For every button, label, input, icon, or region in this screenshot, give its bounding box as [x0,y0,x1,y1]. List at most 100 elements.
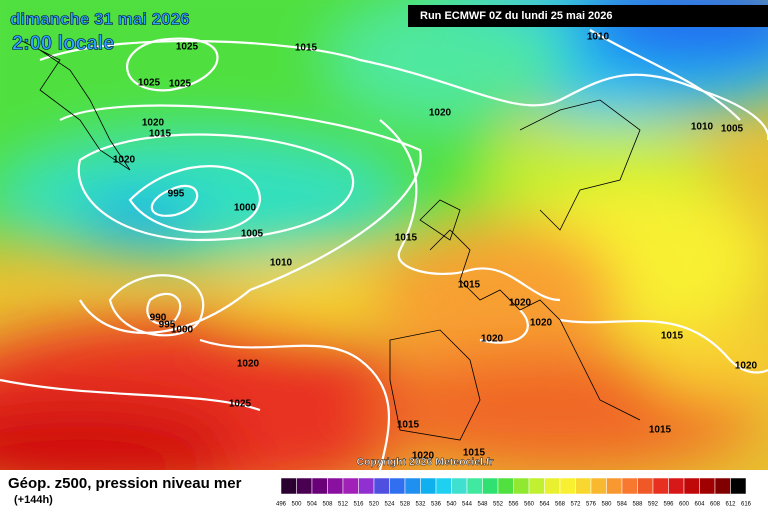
run: Run ECMWF 0Z du lundi 25 mai 2026 [420,10,613,22]
scale-swatch [296,477,313,495]
scale-swatch [280,477,297,495]
isobar-label: 990 [150,313,167,324]
scale-swatch [404,477,421,495]
scale-swatch [358,477,375,495]
isobar-label: 1010 [270,258,293,269]
scale-swatch [373,477,390,495]
scale-swatch [683,477,700,495]
isobar-label: 1000 [234,203,257,214]
scale-label: 572 [570,502,581,508]
scale-label: 500 [291,502,302,508]
scale-label: 576 [586,502,597,508]
isobar-label: 1025 [169,79,192,90]
isobar-label: 1020 [429,108,452,119]
isobar-label: 1020 [113,155,136,166]
coastlines [19,39,641,441]
isobar-label: 1005 [241,229,264,240]
scale-label: 544 [462,502,473,508]
isobar-label: 1025 [229,399,252,410]
scale-label: 516 [353,502,364,508]
scale-label: 592 [648,502,659,508]
isobar-label: 1020 [735,361,758,372]
run-banner [408,5,768,27]
scale-label: 604 [694,502,705,508]
isobar-label: 1015 [463,448,486,459]
scale-label: 580 [601,502,612,508]
isobar-label: 1015 [458,280,481,291]
isobar-label: 1020 [509,298,532,309]
scale-label: 608 [710,502,721,508]
scale-swatch [528,477,545,495]
scale-swatch [621,477,638,495]
isobar-label: 1020 [481,334,504,345]
scale-label: 552 [493,502,504,508]
scale-label: 600 [679,502,690,508]
isobars [0,29,768,470]
scale-swatch [606,477,623,495]
scale-swatch [590,477,607,495]
scale-label: 536 [431,502,442,508]
scale-swatch [730,477,747,495]
scale-swatch [513,477,530,495]
scale-label: 504 [307,502,318,508]
isobar-label: 1015 [649,425,672,436]
isobar-label: 1020 [530,318,553,329]
scale-swatch [575,477,592,495]
scale-label: 588 [632,502,643,508]
scale-swatch [668,477,685,495]
isobar-label: 1015 [149,129,172,140]
scale-label: 548 [477,502,488,508]
scale-swatch [699,477,716,495]
isobar-label: 1020 [237,359,260,370]
scale-label: 496 [276,502,287,508]
color-scale: 496 500 504 508 512 516 520 524 528 532 536 540 544 5… [276,477,752,508]
isobar-label: 1025 [138,78,161,89]
copyright: Copyright 2026 Meteociel.fr [356,456,493,468]
scale-swatch [435,477,452,495]
scale-label: 616 [741,502,752,508]
isobar-label: 1010 [691,122,714,133]
isobar-label: 1005 [721,124,744,135]
scale-label: 528 [400,502,411,508]
lead-time: (+144h) [14,494,53,506]
scale-swatch [389,477,406,495]
scale-swatch [311,477,328,495]
isobar-label: 1015 [395,233,418,244]
scale-label: 564 [539,502,550,508]
scale-label: 560 [524,502,535,508]
scale-label: 532 [415,502,426,508]
isobar-label: 995 [168,189,185,200]
scale-swatch [637,477,654,495]
scale-swatch [466,477,483,495]
isobar-label: 1015 [295,43,318,54]
scale-swatch [342,477,359,495]
isobar-label: 1000 [171,325,194,336]
scale-swatch [714,477,731,495]
isobar-label: 1020 [142,118,165,129]
time: 2:00 locale [12,32,114,54]
footer-title: Géop. z500, pression niveau mer [8,475,242,492]
isobar-label: 995 [159,320,176,331]
scale-label: 612 [725,502,736,508]
isobar-label: 1015 [661,331,684,342]
date: dimanche 31 mai 2026 [10,9,190,28]
scale-swatch [559,477,576,495]
scale-label: 512 [338,502,349,508]
scale-swatch [497,477,514,495]
scale-label: 524 [384,502,395,508]
scale-label: 596 [663,502,674,508]
isobar-label: 1015 [397,420,420,431]
isobar-label: 1010 [587,32,610,43]
scale-label: 540 [446,502,457,508]
isobar-label: 1020 [412,451,435,462]
scale-swatch [652,477,669,495]
scale-label: 520 [369,502,380,508]
scale-label: 568 [555,502,566,508]
scale-label: 584 [617,502,628,508]
scale-label: 508 [322,502,333,508]
scale-label: 556 [508,502,519,508]
scale-swatch [544,477,561,495]
